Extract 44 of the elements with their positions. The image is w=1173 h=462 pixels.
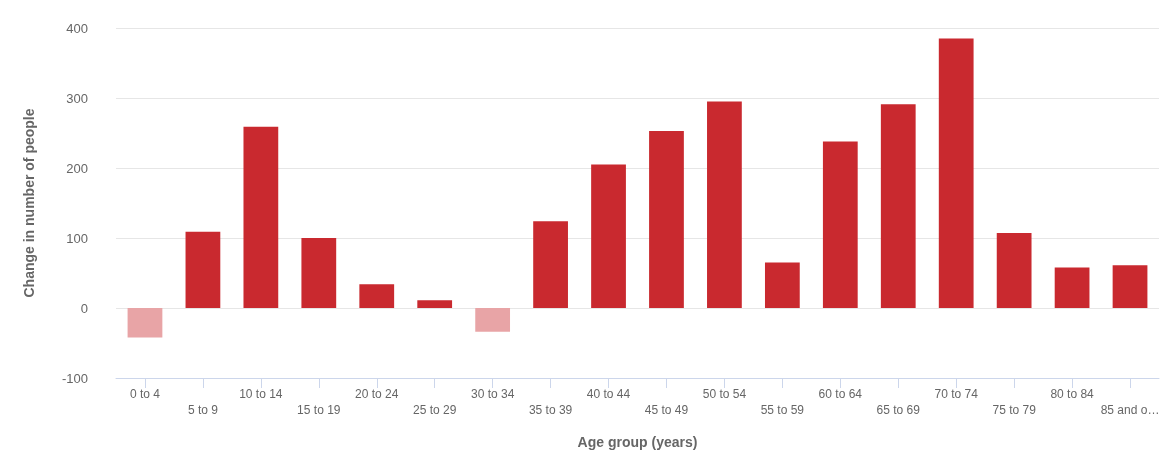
x-tick-label: 5 to 9: [187, 403, 219, 417]
x-tick-label: 55 to 59: [760, 403, 805, 417]
bar: [359, 284, 395, 308]
x-tick-label: 10 to 14: [239, 387, 283, 401]
x-tick-label: 65 to 69: [876, 403, 921, 417]
x-tick-label: 30 to 34: [470, 387, 515, 401]
x-tick-label: 85 and o…: [1100, 403, 1160, 417]
bar: [417, 300, 453, 308]
x-tick-label: 80 to 84: [1050, 387, 1095, 401]
bar: [880, 104, 916, 308]
bar: [243, 126, 279, 308]
bar: [591, 164, 626, 308]
x-tick-label: 35 to 39: [528, 403, 573, 417]
bar: [1054, 267, 1090, 308]
x-tick-label: 70 to 74: [934, 387, 979, 401]
bar: [1112, 265, 1148, 308]
y-tick-label: 300: [66, 90, 88, 106]
bar: [822, 141, 858, 308]
x-axis-title: Age group (years): [577, 434, 698, 450]
y-tick-label: 400: [66, 20, 88, 36]
x-tick-label: 40 to 44: [586, 387, 631, 401]
y-axis-title: Change in number of people: [21, 108, 37, 298]
x-tick-label: 0 to 4: [129, 387, 161, 401]
bar: [533, 221, 568, 308]
x-tick-label: 50 to 54: [702, 387, 747, 401]
bar: [301, 238, 337, 308]
bar: [764, 262, 800, 308]
y-tick-label: 100: [66, 230, 88, 246]
x-tick-label: 25 to 29: [413, 403, 457, 417]
bar: [185, 231, 221, 308]
x-tick-label: 60 to 64: [818, 387, 863, 401]
y-tick-label: 200: [66, 160, 88, 176]
x-tick-label: 75 to 79: [992, 403, 1037, 417]
x-tick-label: 20 to 24: [355, 387, 399, 401]
bar: [649, 130, 684, 308]
x-tick-label: 15 to 19: [297, 403, 341, 417]
bar: [127, 308, 163, 338]
bar: [996, 233, 1032, 308]
x-tick-label: 45 to 49: [644, 403, 689, 417]
bar: [938, 38, 974, 308]
bar: [475, 308, 511, 332]
y-tick-label: 0: [80, 300, 88, 316]
y-tick-label: -100: [61, 370, 88, 386]
bar: [707, 101, 742, 308]
